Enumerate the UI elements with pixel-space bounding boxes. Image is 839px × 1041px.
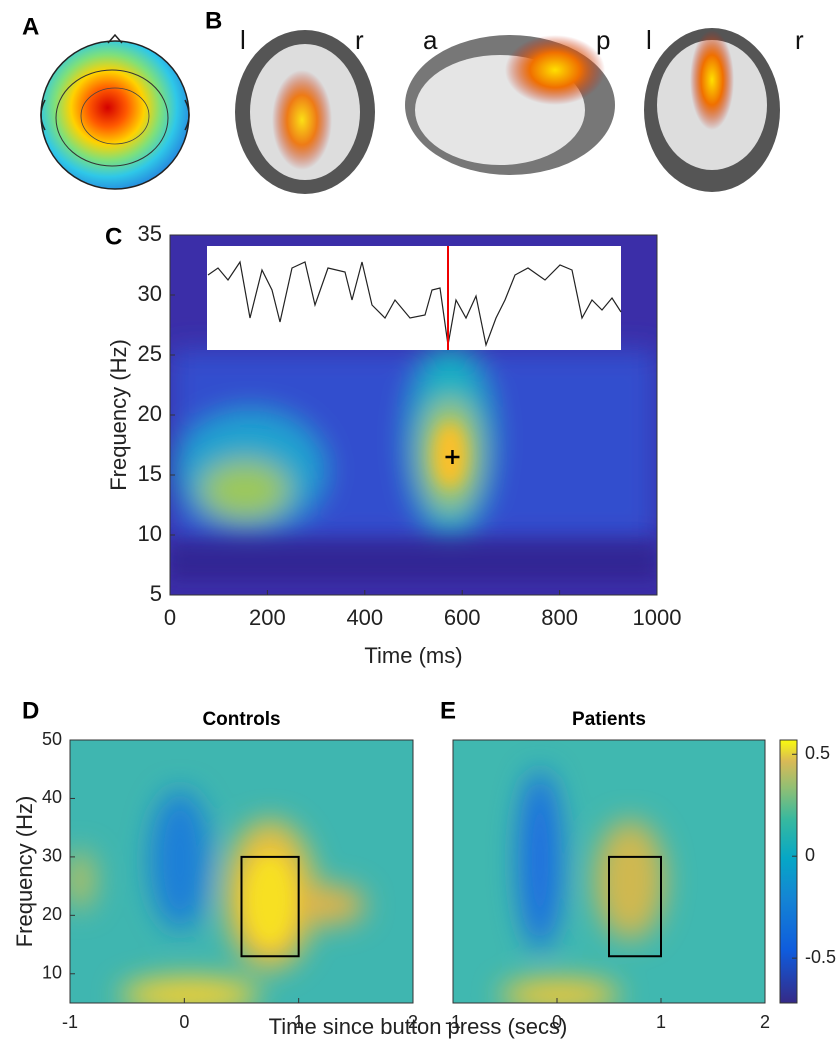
x-tick-label: 2 (408, 1012, 418, 1032)
y-tick-label: 10 (138, 521, 162, 546)
y-axis-label: Frequency (Hz) (12, 796, 37, 948)
y-tick-label: 5 (150, 581, 162, 606)
colorbar-tick-label: 0 (805, 845, 815, 865)
x-tick-label: 2 (760, 1012, 770, 1032)
orientation-label: l (646, 25, 652, 55)
x-tick-label: 1000 (633, 605, 682, 630)
x-tick-label: 0 (179, 1012, 189, 1032)
orientation-label: p (596, 25, 610, 55)
brain-images (235, 28, 780, 194)
y-tick-label: 35 (138, 221, 162, 246)
colorbar-tick-label: -0.5 (805, 947, 836, 967)
x-tick-label: -1 (445, 1012, 461, 1032)
y-tick-label: 40 (42, 787, 62, 807)
x-axis-label: Time since button press (secs) (269, 1014, 568, 1039)
colorbar (779, 739, 798, 1004)
y-tick-label: 20 (138, 401, 162, 426)
y-axis-label: Frequency (Hz) (106, 339, 131, 491)
heatmap (70, 740, 413, 1003)
x-tick-label: 400 (346, 605, 383, 630)
x-tick-label: 600 (444, 605, 481, 630)
panel-letter: B (205, 7, 222, 34)
panel-letter: E (440, 697, 456, 724)
x-tick-label: 200 (249, 605, 286, 630)
chart-title: Patients (572, 709, 646, 730)
x-tick-label: -1 (62, 1012, 78, 1032)
y-tick-label: 50 (42, 729, 62, 749)
peak-marker (445, 450, 460, 464)
x-tick-label: 0 (164, 605, 176, 630)
plot-frame (69, 739, 414, 1004)
panel-letter: D (22, 697, 39, 724)
topomap (40, 33, 190, 190)
y-tick-label: 15 (138, 461, 162, 486)
inset-trace (207, 246, 622, 350)
panel-letter: A (22, 13, 39, 40)
panel-letter: C (105, 223, 122, 250)
roi-box (608, 855, 662, 958)
orientation-label: r (795, 25, 804, 55)
plot-frame (452, 739, 766, 1004)
chart-title: Controls (202, 709, 280, 730)
orientation-label: a (423, 25, 438, 55)
y-tick-label: 30 (138, 281, 162, 306)
colorbar-tick-label: 0.5 (805, 743, 830, 763)
roi-box (240, 855, 300, 958)
x-tick-label: 1 (294, 1012, 304, 1032)
x-tick-label: 800 (541, 605, 578, 630)
x-axis-label: Time (ms) (364, 643, 462, 668)
x-tick-label: 0 (552, 1012, 562, 1032)
x-tick-label: 1 (656, 1012, 666, 1032)
y-tick-label: 20 (42, 904, 62, 924)
orientation-label: r (355, 25, 364, 55)
orientation-label: l (240, 25, 246, 55)
y-tick-label: 10 (42, 963, 62, 983)
y-tick-label: 30 (42, 846, 62, 866)
y-tick-label: 25 (138, 341, 162, 366)
